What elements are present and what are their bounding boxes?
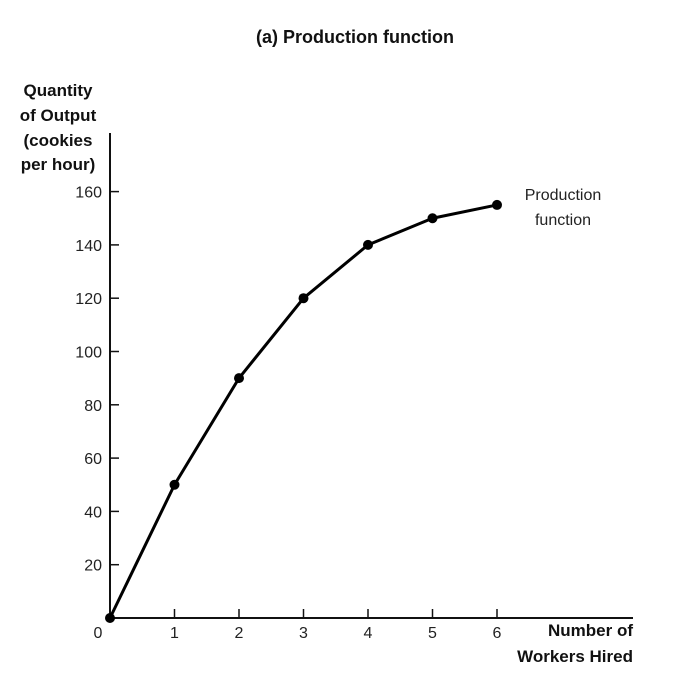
tick-marks — [110, 190, 498, 618]
y-tick-label-160: 160 — [75, 185, 102, 202]
y-axis-label-line-3: (cookies — [24, 131, 93, 150]
data-point-0 — [105, 613, 115, 623]
y-axis-label-line-1: Quantity — [24, 81, 93, 100]
y-axis-label-line-4: per hour) — [21, 155, 96, 174]
x-tick-label-6: 6 — [493, 625, 502, 642]
series-production-function — [105, 199, 502, 623]
y-axis-label-line-2: of Output — [20, 106, 97, 125]
y-tick-label-100: 100 — [75, 345, 102, 362]
chart-title: (a) Production function — [256, 27, 454, 47]
data-point-4 — [363, 239, 373, 250]
x-axis-label-line-2: Workers Hired — [517, 647, 633, 666]
y-tick-label-80: 80 — [84, 398, 102, 415]
x-axis-label-line-1: Number of — [548, 621, 633, 640]
x-tick-label-1: 1 — [170, 625, 179, 642]
y-tick-label-40: 40 — [84, 504, 102, 521]
x-tick-label-2: 2 — [235, 625, 244, 642]
x-tick-label-5: 5 — [428, 625, 437, 642]
origin-label: 0 — [94, 625, 103, 642]
x-tick-label-3: 3 — [299, 625, 308, 642]
y-tick-label-120: 120 — [75, 291, 102, 308]
axes — [109, 133, 633, 619]
series-annotation-line-1: Production — [525, 187, 602, 204]
y-tick-label-60: 60 — [84, 451, 102, 468]
data-point-6 — [492, 199, 502, 210]
data-point-2 — [234, 373, 244, 384]
data-point-1 — [169, 479, 180, 490]
y-tick-label-140: 140 — [75, 238, 102, 255]
series-line — [108, 203, 498, 619]
x-tick-label-4: 4 — [364, 625, 373, 642]
y-tick-label-20: 20 — [84, 558, 102, 575]
data-point-3 — [298, 293, 309, 304]
data-point-5 — [427, 213, 438, 224]
series-annotation-line-2: function — [535, 212, 591, 229]
